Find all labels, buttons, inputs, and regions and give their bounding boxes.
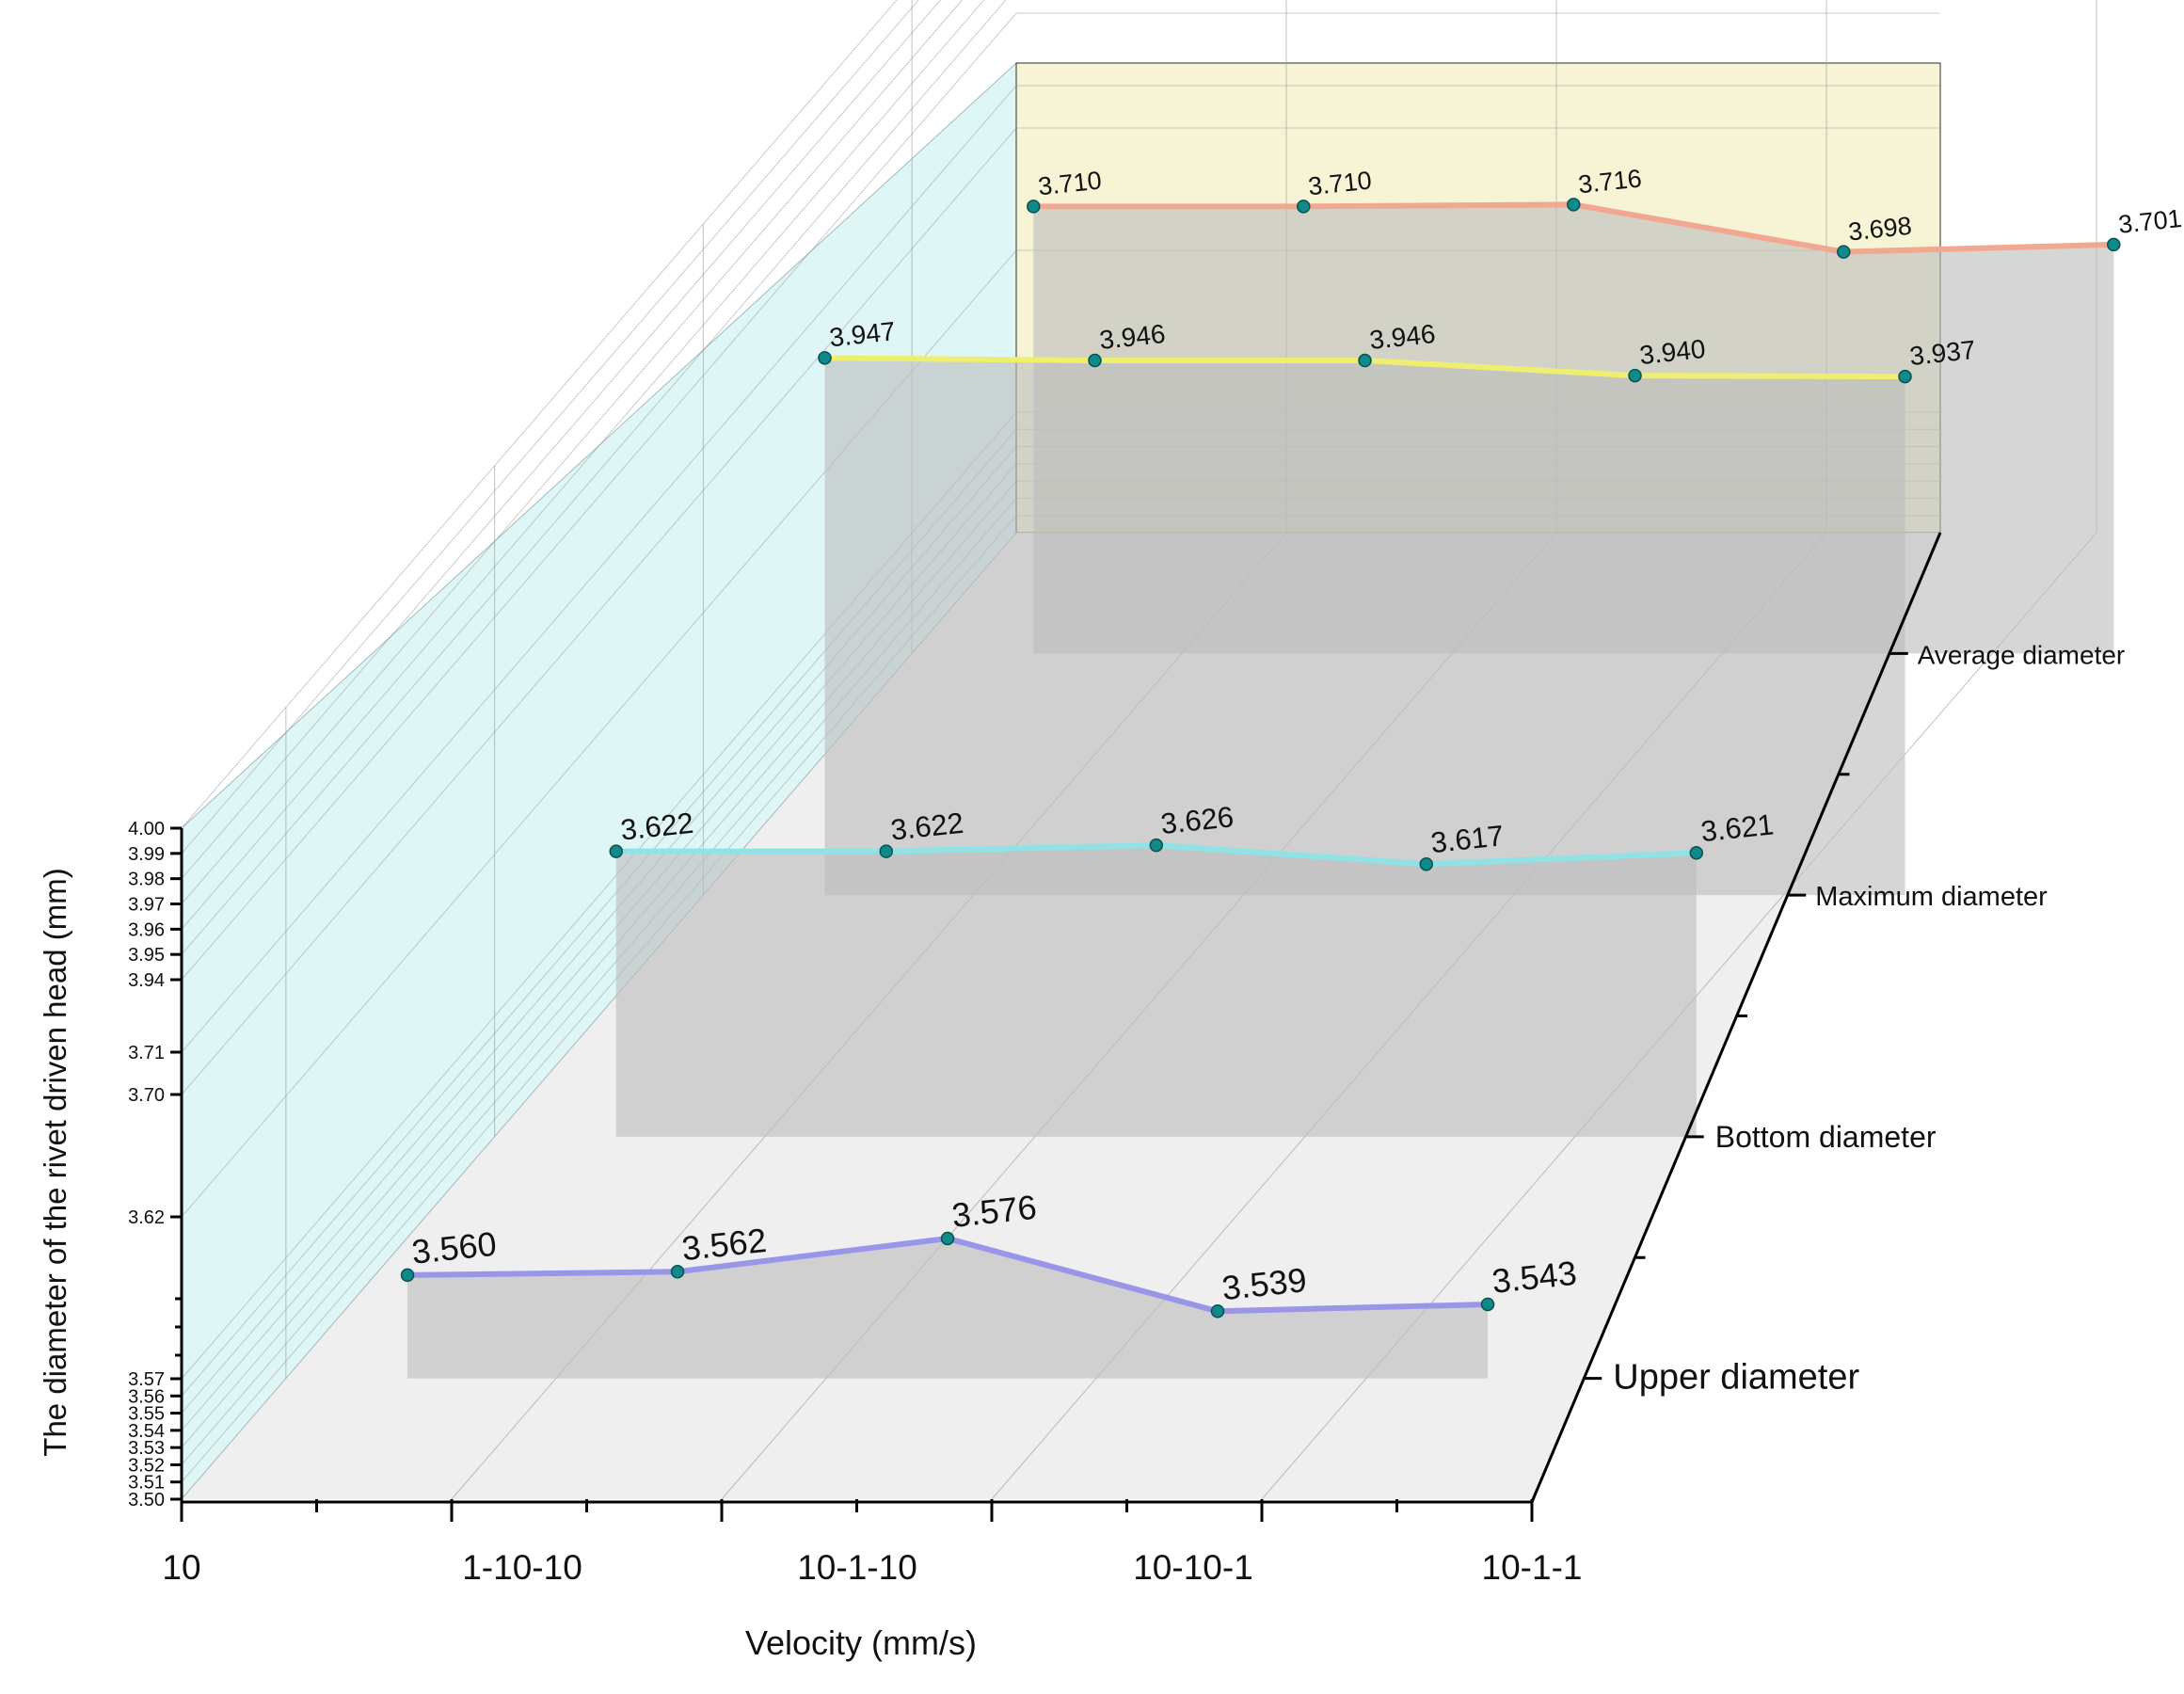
- x-tick-label: 1-10-10: [462, 1548, 582, 1587]
- data-point: [1898, 369, 1912, 384]
- data-point: [818, 351, 832, 365]
- data-label: 3.576: [950, 1188, 1039, 1235]
- data-label: 3.626: [1159, 800, 1235, 840]
- y-tick-label: 3.99: [128, 844, 165, 865]
- data-label: 3.621: [1699, 807, 1776, 848]
- data-label: 3.946: [1368, 319, 1437, 355]
- data-point: [1567, 198, 1581, 212]
- data-point: [1419, 856, 1434, 871]
- x-axis-title: Velocity (mm/s): [745, 1623, 977, 1662]
- data-label: 3.710: [1037, 166, 1103, 200]
- x-tick-label: 10-1-10: [797, 1548, 917, 1587]
- data-point: [1837, 245, 1851, 259]
- y-tick-label: 3.95: [128, 945, 165, 966]
- data-label: 3.560: [410, 1224, 499, 1271]
- data-label: 3.698: [1847, 212, 1913, 247]
- data-point: [1210, 1304, 1225, 1318]
- data-label: 3.622: [619, 807, 695, 847]
- data-point: [2107, 237, 2121, 252]
- y-tick-label: 3.53: [128, 1438, 165, 1459]
- data-label: 3.937: [1908, 335, 1977, 371]
- data-label: 3.562: [680, 1221, 769, 1268]
- y-tick-label: 4.00: [128, 819, 165, 839]
- data-point: [1628, 368, 1642, 383]
- data-point: [1480, 1297, 1495, 1312]
- data-label: 3.710: [1307, 166, 1373, 200]
- data-label: 3.946: [1098, 319, 1167, 355]
- y-grid-line: [181, 85, 1940, 1053]
- data-label: 3.716: [1577, 164, 1643, 199]
- data-point: [609, 844, 624, 858]
- y-axis-title: The diameter of the rivet driven head (m…: [38, 868, 72, 1456]
- x-tick-label: 10-10-1: [1133, 1548, 1253, 1587]
- series-name-label: Bottom diameter: [1715, 1120, 1937, 1154]
- y-tick-label: 3.70: [128, 1085, 165, 1106]
- y-grid-line: [181, 0, 942, 879]
- data-point: [1149, 838, 1164, 853]
- data-point: [940, 1231, 955, 1246]
- data-point: [1027, 200, 1041, 214]
- data-label: 3.539: [1220, 1260, 1309, 1307]
- data-point: [1297, 200, 1311, 214]
- y-grid-line: [181, 12, 1940, 981]
- series-ribbon: [824, 358, 1905, 896]
- y-tick-label: 3.50: [128, 1490, 165, 1510]
- y-tick-label: 3.96: [128, 919, 165, 940]
- series-ribbon: [615, 845, 1697, 1137]
- y-grid-line: [181, 0, 964, 904]
- y-tick-label: 3.94: [128, 970, 165, 991]
- data-point: [879, 844, 894, 858]
- y-tick-label: 3.51: [128, 1473, 165, 1494]
- x-axis-ticks: 10 1-10-10 10-1-10 10-10-1 10-1-1: [162, 1499, 1582, 1587]
- data-label: 3.617: [1429, 819, 1506, 859]
- y-tick-label: 3.55: [128, 1404, 165, 1425]
- data-point: [400, 1268, 415, 1283]
- y-grid-line: [181, 0, 1007, 955]
- y-tick-label: 3.62: [128, 1207, 165, 1228]
- y-tick-label: 3.97: [128, 895, 165, 916]
- data-label: 3.701: [2117, 204, 2183, 239]
- y-axis-ticks: 4.00 3.99 3.98 3.97 3.96 3.95 3.94 3.71 3.70 3.62…: [128, 819, 182, 1510]
- z-axis-ticks: Upper diameter Bottom diameter Maximum dia…: [1583, 640, 2126, 1398]
- y-tick-label: 3.57: [128, 1369, 165, 1390]
- data-label: 3.622: [889, 807, 965, 847]
- series-name-label: Average diameter: [1918, 640, 2126, 669]
- y-tick-label: 3.71: [128, 1043, 165, 1063]
- y-grid-line: [181, 127, 1940, 1095]
- data-label: 3.947: [828, 316, 897, 352]
- data-label: 3.940: [1638, 334, 1707, 370]
- series-name-label: Maximum diameter: [1815, 882, 2048, 912]
- series-name-label: Upper diameter: [1613, 1358, 1859, 1398]
- y-tick-label: 3.54: [128, 1421, 165, 1442]
- data-point: [1358, 353, 1372, 368]
- series-ribbons: [407, 204, 2114, 1379]
- y-tick-label: 3.52: [128, 1455, 165, 1476]
- series-markers: [400, 198, 2121, 1318]
- data-point: [1088, 353, 1102, 368]
- data-labels: 3.710 3.710 3.716 3.698 3.701 3.947 3.946 3.946…: [410, 164, 2184, 1307]
- data-point: [1689, 846, 1704, 860]
- y-tick-label: 3.98: [128, 870, 165, 890]
- y-grid-line: [181, 0, 985, 930]
- y-grid-line: [181, 0, 898, 829]
- x-tick-label: 10: [162, 1548, 200, 1587]
- y-grid-line: [181, 0, 919, 855]
- y-tick-label: 3.56: [128, 1386, 165, 1407]
- data-point: [670, 1265, 685, 1279]
- data-label: 3.543: [1491, 1254, 1579, 1301]
- x-tick-label: 10-1-1: [1482, 1548, 1583, 1587]
